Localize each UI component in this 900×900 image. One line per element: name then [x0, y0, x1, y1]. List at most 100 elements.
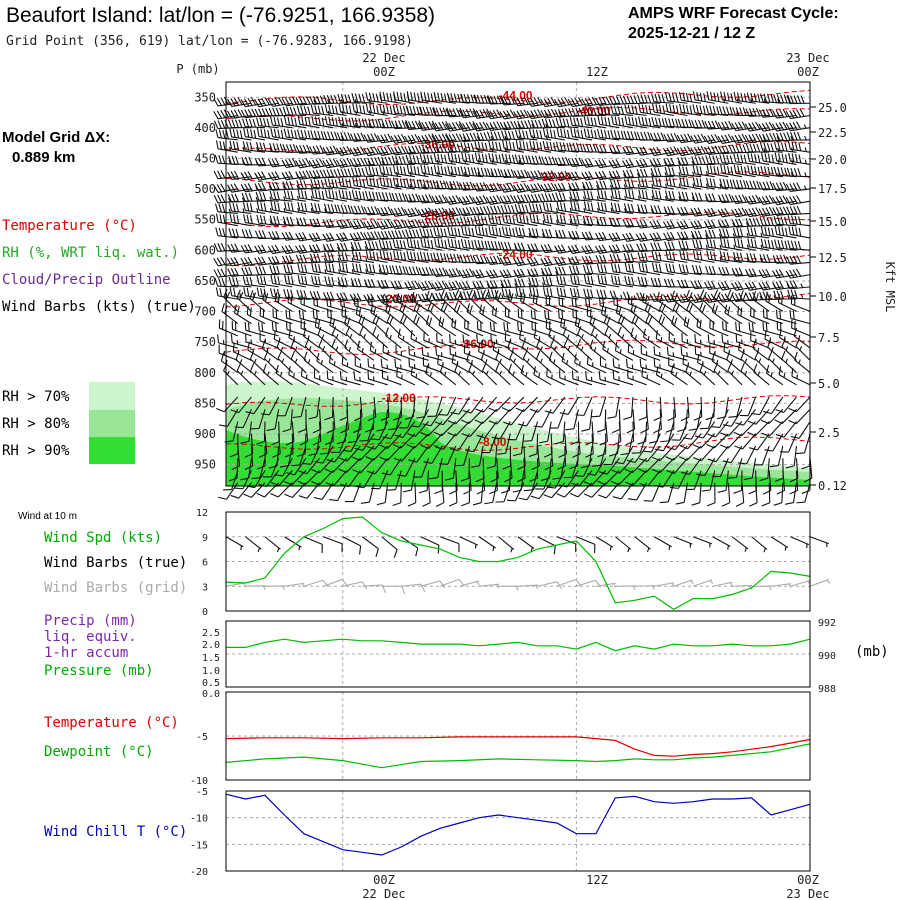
- cross-section-barb: [432, 180, 456, 190]
- barb-feather: [315, 232, 321, 241]
- barb-feather: [486, 280, 491, 289]
- barb-feather: [741, 207, 747, 216]
- cross-section-barb: [717, 208, 743, 218]
- barb-feather: [665, 250, 669, 260]
- cross-section-barb: [726, 289, 743, 312]
- barb-feather: [676, 294, 682, 303]
- barb-feather: [789, 183, 795, 192]
- barb-feather: [664, 166, 669, 176]
- barb-feather: [312, 95, 318, 105]
- barb-feather: [658, 263, 662, 273]
- barb-feather: [370, 293, 376, 302]
- cross-section-barb: [214, 203, 238, 214]
- barb-feather: [401, 120, 406, 129]
- barb-feather: [605, 96, 611, 105]
- barb-half-feather: [746, 232, 749, 238]
- barb-feather: [355, 305, 358, 315]
- barb-feather: [732, 252, 737, 261]
- barb-feather: [720, 281, 727, 290]
- barb-feather: [231, 228, 236, 237]
- barb-feather: [417, 209, 423, 218]
- barb-feather: [290, 190, 294, 200]
- cross-section-barb: [384, 303, 402, 325]
- barb-feather: [657, 168, 662, 177]
- barb-feather: [618, 306, 622, 315]
- barb-feather: [474, 225, 478, 235]
- cross-section-barb: [786, 131, 811, 141]
- barb-feather: [775, 281, 781, 290]
- barb-feather: [372, 104, 376, 114]
- barb-feather: [721, 266, 726, 276]
- barb-feather: [657, 205, 662, 214]
- barb-feather: [410, 207, 417, 216]
- barb-feather: [749, 143, 754, 153]
- barb-feather: [434, 238, 437, 247]
- barb-feather: [273, 215, 277, 225]
- barb-feather: [528, 202, 532, 212]
- barb-feather: [397, 134, 403, 143]
- barb-feather: [261, 157, 267, 166]
- barb-feather: [673, 317, 678, 326]
- barb-feather: [485, 270, 492, 279]
- cross-section-barb: [413, 301, 429, 325]
- barb-feather: [434, 134, 440, 143]
- barb-feather: [445, 134, 451, 143]
- barb-feather: [550, 108, 556, 117]
- barb-feather: [765, 292, 768, 302]
- barb-feather: [393, 135, 400, 143]
- barb-feather: [315, 159, 321, 167]
- barb-feather: [796, 205, 802, 215]
- barb-feather: [446, 253, 450, 262]
- barb-feather: [708, 229, 713, 239]
- barb-feather: [261, 323, 264, 332]
- barb-feather: [394, 120, 399, 129]
- barb-feather: [227, 268, 232, 277]
- cross-section-barb: [760, 238, 783, 251]
- barb-feather: [678, 191, 682, 200]
- barb-feather: [767, 166, 771, 176]
- barb-feather: [637, 252, 641, 261]
- barb-feather: [697, 207, 703, 216]
- cross-section-barb: [624, 189, 647, 202]
- barb-feather: [553, 172, 560, 181]
- barb-feather: [713, 166, 717, 175]
- cross-section-barb: [243, 287, 266, 300]
- barb-feather: [382, 92, 386, 101]
- barb-feather: [644, 178, 648, 188]
- barb-half-feather: [664, 172, 667, 177]
- cross-section-barb: [295, 158, 320, 169]
- barb-feather: [336, 220, 342, 229]
- barb-feather: [445, 108, 450, 117]
- barb-feather: [709, 165, 713, 175]
- barb-feather: [524, 120, 529, 129]
- barb-feather: [530, 110, 536, 119]
- barb-feather: [630, 131, 635, 140]
- barb-feather: [452, 133, 458, 142]
- cross-section-barb: [254, 108, 279, 118]
- barb-feather: [402, 265, 406, 275]
- barb-feather: [345, 117, 349, 127]
- barb-half-feather: [242, 208, 245, 213]
- cross-section-barb: [411, 291, 429, 312]
- cross-section-barb: [458, 268, 484, 279]
- barb-feather: [426, 228, 430, 238]
- barb-feather: [627, 104, 631, 114]
- cross-section-barb: [558, 296, 579, 312]
- barb-feather: [421, 219, 427, 228]
- barb-feather: [748, 122, 754, 131]
- top-time-label-2: 12Z: [586, 65, 608, 79]
- cross-section-barb: [338, 177, 361, 190]
- barb-feather: [594, 130, 597, 139]
- barb-feather: [542, 213, 546, 223]
- barb-feather: [760, 226, 764, 235]
- cross-section-barb: [241, 118, 266, 129]
- cross-section-barb: [364, 166, 388, 178]
- barb-feather: [755, 293, 759, 302]
- barb-feather: [751, 268, 757, 277]
- barb-feather: [649, 132, 655, 142]
- barb-feather: [748, 268, 754, 277]
- barb-feather: [745, 218, 750, 227]
- barb-feather: [667, 278, 672, 288]
- barb-feather: [495, 227, 499, 236]
- barb-feather: [312, 309, 315, 319]
